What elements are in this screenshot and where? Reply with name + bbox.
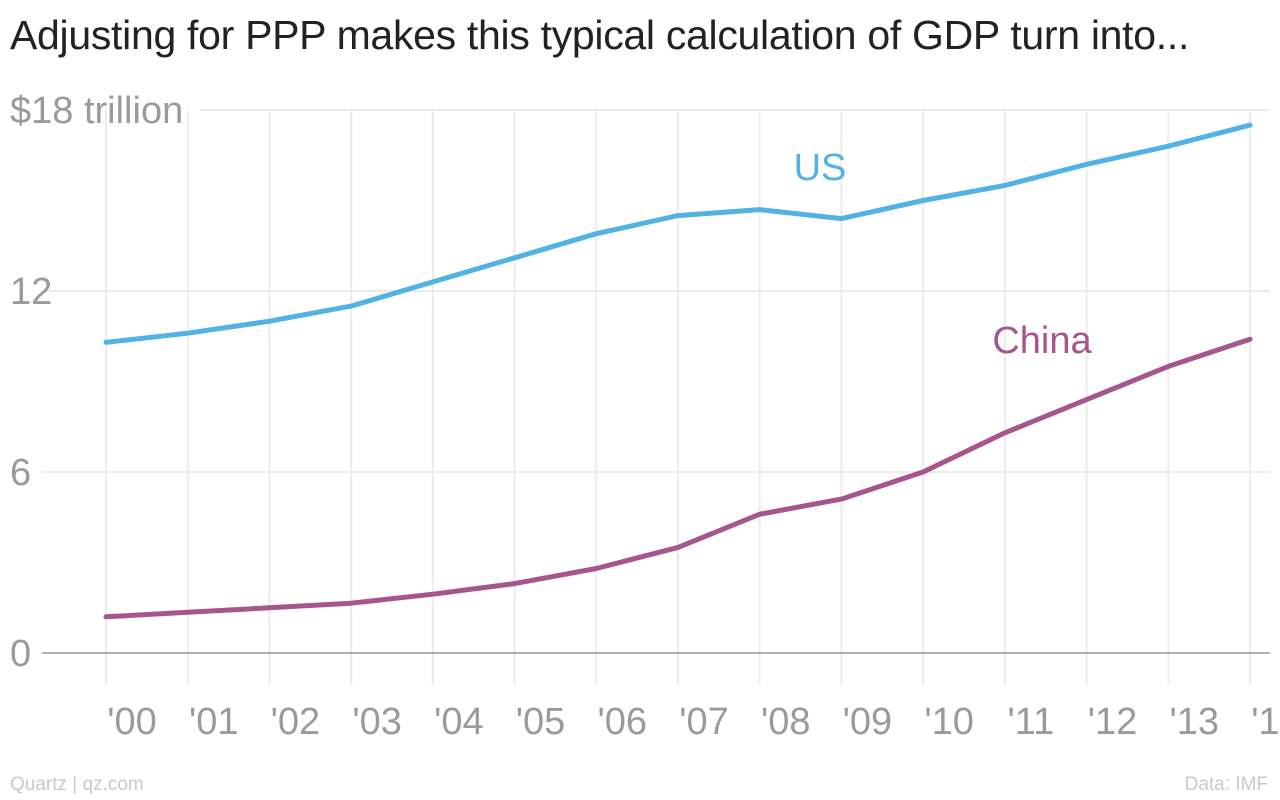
x-tick-label: '10: [924, 701, 974, 743]
china-line: [103, 336, 1253, 620]
us-series-label: US: [794, 147, 847, 189]
x-tick-label: '07: [679, 701, 729, 743]
x-tick-label: '09: [843, 701, 893, 743]
y-tick-label: 12: [10, 271, 52, 313]
footer-source: Quartz | qz.com: [10, 774, 144, 795]
x-tick-label: '13: [1170, 701, 1220, 743]
x-tick-label: '08: [761, 701, 811, 743]
china-series-label: China: [992, 320, 1092, 362]
x-tick-label: '03: [352, 701, 402, 743]
x-tick-label: '05: [516, 701, 566, 743]
x-tick-label: '00: [107, 701, 157, 743]
us-line: [103, 122, 1253, 345]
y-tick-label: $18 trillion: [10, 90, 183, 132]
footer-data-credit: Data: IMF: [1184, 774, 1268, 795]
x-tick-label: '12: [1088, 701, 1138, 743]
x-tick-label: '02: [271, 701, 321, 743]
chart-title: Adjusting for PPP makes this typical cal…: [10, 12, 1190, 58]
x-tick-label: '04: [434, 701, 484, 743]
y-tick-label: 0: [10, 633, 31, 675]
x-tick-label: '01: [189, 701, 239, 743]
y-tick-label: 6: [10, 452, 31, 494]
x-tick-label: '06: [598, 701, 648, 743]
x-tick-label: '11: [1008, 701, 1055, 743]
x-tick-label: '14: [1251, 701, 1280, 743]
